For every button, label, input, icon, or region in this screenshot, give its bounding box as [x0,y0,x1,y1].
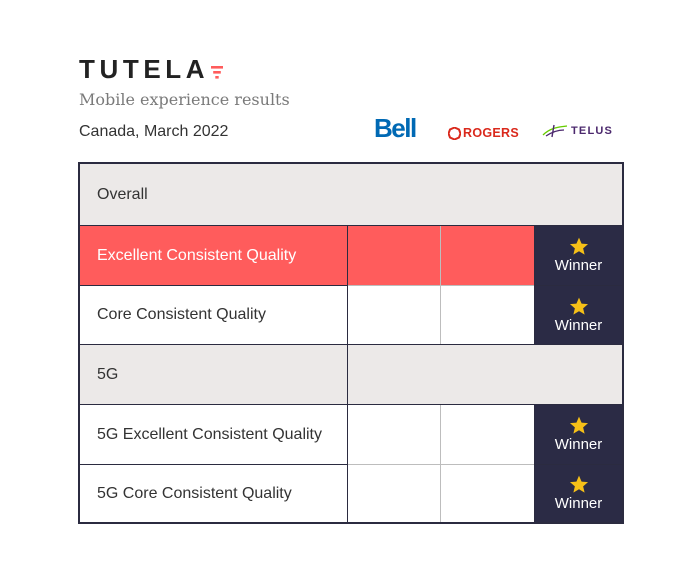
metric-label: 5G Excellent Consistent Quality [80,405,348,464]
page-subtitle: Mobile experience results [79,90,290,109]
table-row: 5G Core Consistent Quality Winner [80,465,622,522]
star-icon [569,237,588,255]
star-icon [569,416,588,434]
telus-winner-cell: Winner [534,405,622,464]
rogers-cell [441,226,534,285]
metric-label: Core Consistent Quality [80,286,348,344]
winner-label: Winner [554,495,603,512]
section-row-overall: Overall [80,164,622,225]
region-date: Canada, March 2022 [79,123,229,140]
telus-logo: TELUS [542,124,613,138]
table-row: Excellent Consistent Quality Winner [80,226,622,285]
bell-logo: Bell [374,113,417,143]
bell-cell [348,465,441,522]
rogers-cell [441,465,534,522]
telus-logo-text: TELUS [571,125,614,137]
section-label: 5G [80,345,348,404]
rogers-logo-text: ROGERS [463,126,519,140]
brand-logo: TUTELA [79,52,224,87]
brand-name: TUTELA [79,54,210,84]
metric-label: 5G Core Consistent Quality [80,465,348,522]
telus-winner-cell: Winner [534,465,622,522]
winner-label: Winner [554,436,603,453]
star-icon [569,475,588,493]
bell-cell [348,226,441,285]
telus-winner-cell: Winner [534,226,622,285]
metric-label: Excellent Consistent Quality [80,226,348,285]
section-label: Overall [97,185,148,203]
star-icon [569,297,588,315]
rogers-logo: ROGERS [448,126,519,140]
section-row-5g: 5G [80,345,622,404]
table-row: 5G Excellent Consistent Quality Winner [80,405,622,464]
funnel-mark-icon [211,56,224,87]
rogers-cell [441,286,534,344]
table-row: Core Consistent Quality Winner [80,286,622,344]
section-span-cell [348,345,622,404]
winner-label: Winner [554,316,603,334]
results-table: Overall Excellent Consistent Quality Win… [78,162,624,524]
rogers-logo-icon [448,126,461,140]
bell-cell [348,405,441,464]
telus-winner-cell: Winner [534,286,622,344]
bell-cell [348,286,441,344]
winner-label: Winner [554,257,603,274]
rogers-cell [441,405,534,464]
telus-swoosh-icon [542,124,568,138]
